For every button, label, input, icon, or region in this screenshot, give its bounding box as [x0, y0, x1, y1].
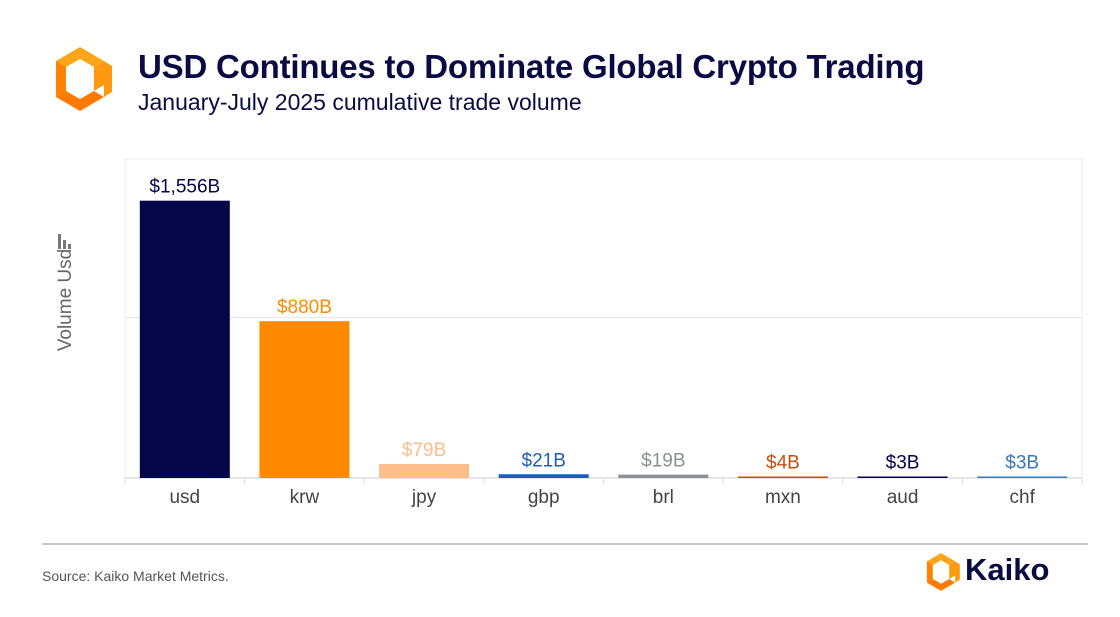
- chart-subtitle: January-July 2025 cumulative trade volum…: [138, 89, 582, 115]
- value-label-mxn: $4B: [766, 453, 800, 474]
- bar-mxn: [737, 476, 828, 478]
- x-tick-label-jpy: jpy: [411, 487, 437, 508]
- brand-name: Kaiko: [965, 552, 1050, 587]
- bar-gbp: [498, 474, 589, 478]
- chart-title: USD Continues to Dominate Global Crypto …: [138, 48, 925, 85]
- x-tick-label-krw: krw: [290, 487, 320, 508]
- bar-usd: [139, 200, 230, 479]
- value-label-krw: $880B: [277, 297, 332, 318]
- bar-chf: [977, 476, 1068, 478]
- x-tick-label-aud: aud: [887, 487, 919, 508]
- bar-krw: [259, 321, 350, 478]
- value-label-chf: $3B: [1005, 453, 1039, 474]
- footer-divider: [42, 543, 1088, 545]
- x-tick-label-mxn: mxn: [765, 487, 801, 508]
- value-label-gbp: $21B: [522, 450, 566, 471]
- value-label-usd: $1,556B: [149, 177, 220, 198]
- kaiko-brand-logo-icon: [926, 553, 960, 591]
- bar-aud: [857, 476, 948, 478]
- value-label-aud: $3B: [886, 453, 920, 474]
- x-tick-label-brl: brl: [653, 487, 674, 508]
- kaiko-brand: Kaiko: [921, 550, 1081, 592]
- bar-jpy: [379, 463, 470, 478]
- bar-brl: [618, 474, 709, 478]
- bar-chart-icon: [58, 234, 71, 249]
- source-note: Source: Kaiko Market Metrics.: [42, 568, 229, 584]
- x-tick-label-gbp: gbp: [528, 487, 560, 508]
- kaiko-logo-icon: [56, 47, 112, 111]
- value-label-brl: $19B: [641, 451, 685, 472]
- x-tick-label-chf: chf: [1010, 487, 1036, 508]
- value-label-jpy: $79B: [402, 440, 446, 461]
- x-tick-label-usd: usd: [169, 487, 200, 508]
